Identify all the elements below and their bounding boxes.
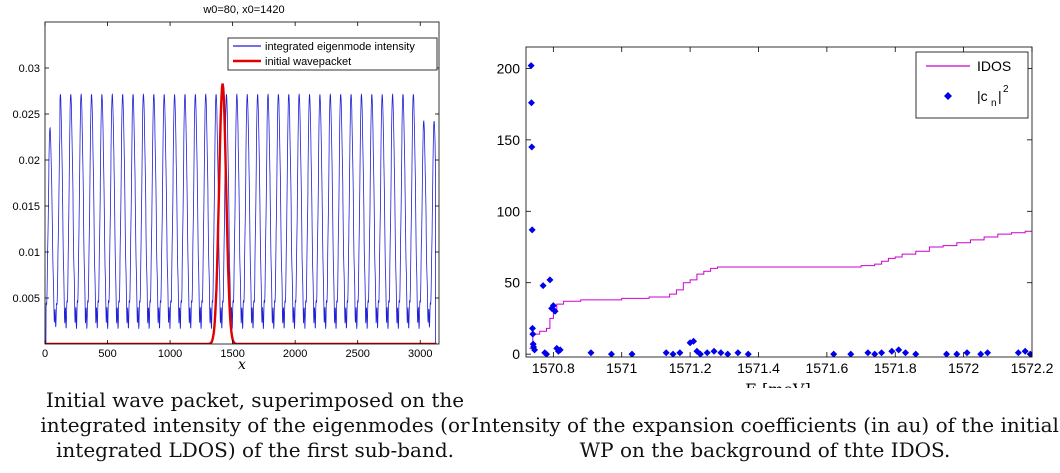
right-x-tick-label: 1571 bbox=[606, 360, 637, 376]
left-x-tick-label: 3000 bbox=[408, 348, 432, 360]
left-x-tick-label: 2500 bbox=[345, 348, 369, 360]
left-x-tick-label: 2000 bbox=[283, 348, 307, 360]
legend-label-idos: IDOS bbox=[977, 58, 1011, 74]
left-figure-caption: Initial wave packet, superimposed on the… bbox=[40, 388, 470, 462]
coefficient-point bbox=[607, 350, 615, 357]
coefficient-point bbox=[878, 349, 886, 357]
coefficient-point bbox=[1021, 347, 1029, 355]
legend-swatch-coefficients bbox=[944, 92, 952, 100]
coefficient-point bbox=[549, 302, 557, 310]
coefficient-point bbox=[703, 349, 711, 357]
coefficient-point bbox=[912, 350, 920, 357]
coefficient-point bbox=[871, 350, 879, 357]
right-y-tick-label: 50 bbox=[504, 275, 520, 291]
right-x-tick-label: 1571.6 bbox=[805, 360, 848, 376]
right-figure-caption: Intensity of the expansion coefficients … bbox=[471, 413, 1059, 462]
coefficient-point bbox=[628, 350, 636, 357]
left-y-tick-label: 0.03 bbox=[19, 63, 40, 75]
coefficient-point bbox=[864, 349, 872, 357]
coefficient-point bbox=[953, 350, 961, 357]
right-legend: IDOS |c n | 2 bbox=[915, 51, 1029, 119]
coefficient-point bbox=[696, 350, 704, 357]
left-x-tick-label: 1000 bbox=[158, 348, 182, 360]
coefficient-point bbox=[551, 307, 559, 315]
coefficient-point bbox=[662, 349, 670, 357]
left-y-tick-label: 0.02 bbox=[19, 155, 40, 167]
right-y-tick-label: 0 bbox=[512, 346, 520, 362]
left-plot-frame bbox=[44, 21, 440, 345]
left-y-tick-label: 0.015 bbox=[12, 201, 40, 213]
coefficient-point bbox=[556, 346, 564, 354]
coefficient-point bbox=[529, 330, 537, 338]
left-chart-title: w0=80, x0=1420 bbox=[202, 4, 284, 16]
left-y-tick-label: 0.01 bbox=[19, 247, 40, 259]
svg-text:|: | bbox=[998, 88, 1002, 104]
right-x-axis-label: E [meV] bbox=[745, 380, 810, 388]
right-y-tick-label: 200 bbox=[497, 60, 521, 76]
coefficient-point bbox=[676, 349, 684, 357]
legend-label-coefficients: |c n | 2 bbox=[977, 84, 1009, 109]
right-x-tick-label: 1571.2 bbox=[669, 360, 712, 376]
coefficient-point bbox=[717, 349, 725, 357]
right-x-tick-label: 1572 bbox=[948, 360, 979, 376]
series-line-idos bbox=[529, 230, 1032, 349]
left-x-tick-label: 0 bbox=[42, 348, 48, 360]
coefficient-point bbox=[977, 350, 985, 357]
coefficient-point bbox=[531, 346, 539, 354]
right-x-tick-label: 1570.8 bbox=[532, 360, 575, 376]
left-x-tick-label: 1500 bbox=[220, 348, 244, 360]
coefficient-point bbox=[1014, 349, 1022, 357]
coefficient-point bbox=[527, 99, 535, 107]
legend-label-wavepacket: initial wavepacket bbox=[265, 56, 351, 68]
coefficient-point bbox=[830, 350, 838, 357]
right-y-tick-label: 150 bbox=[497, 132, 521, 148]
left-y-tick-label: 0.025 bbox=[12, 109, 40, 121]
legend-label-eigenmode: integrated eigenmode intensity bbox=[265, 41, 415, 53]
coefficient-point bbox=[528, 324, 536, 332]
coefficient-point bbox=[528, 226, 536, 234]
right-x-tick-label: 1571.4 bbox=[737, 360, 780, 376]
right-x-tick-label: 1572.2 bbox=[1011, 360, 1054, 376]
coefficient-point bbox=[963, 349, 971, 357]
figure-canvas: w0=80, x0=1420 0 500 1000 1500 2000 2500 30000… bbox=[12, 4, 1054, 388]
svg-text:2: 2 bbox=[1003, 84, 1009, 95]
coefficient-point bbox=[943, 350, 951, 357]
coefficient-point bbox=[710, 347, 718, 355]
right-plot-series bbox=[527, 62, 1032, 357]
coefficient-point bbox=[546, 276, 554, 284]
right-x-tick-label: 1571.8 bbox=[874, 360, 917, 376]
coefficient-point bbox=[847, 350, 855, 357]
right-y-tick-label: 100 bbox=[497, 203, 521, 219]
coefficient-point bbox=[669, 350, 677, 357]
left-legend: integrated eigenmode intensity initial w… bbox=[227, 37, 438, 71]
coefficient-point bbox=[690, 337, 698, 345]
coefficient-point bbox=[902, 349, 909, 357]
series-line-eigenmode bbox=[45, 93, 437, 344]
coefficient-point bbox=[587, 349, 595, 357]
coefficient-point bbox=[734, 349, 742, 357]
coefficient-point bbox=[724, 350, 732, 357]
svg-text:|c: |c bbox=[977, 88, 988, 104]
coefficient-point bbox=[744, 350, 752, 357]
coefficient-point bbox=[895, 346, 903, 354]
coefficient-point bbox=[539, 282, 547, 290]
coefficient-point bbox=[888, 347, 896, 355]
right-chart: 1570.8 1571 1571.2 1571.4 1571.6 1571.8 1572 15… bbox=[497, 46, 1054, 388]
coefficient-point bbox=[984, 349, 992, 357]
left-x-axis-label: x bbox=[238, 357, 246, 373]
coefficient-point bbox=[528, 143, 536, 151]
svg-text:n: n bbox=[991, 98, 997, 109]
left-y-tick-label: 0.005 bbox=[12, 293, 40, 305]
left-chart: w0=80, x0=1420 0 500 1000 1500 2000 2500 30000… bbox=[12, 4, 440, 373]
left-plot-series bbox=[45, 83, 437, 344]
coefficient-point bbox=[543, 350, 551, 357]
right-plot-frame bbox=[525, 46, 1033, 358]
left-x-tick-label: 500 bbox=[98, 348, 116, 360]
coefficient-point bbox=[527, 62, 535, 70]
left-axes: 0 500 1000 1500 2000 2500 3000 0.005 0.01 0.015 0.… bbox=[12, 22, 439, 360]
